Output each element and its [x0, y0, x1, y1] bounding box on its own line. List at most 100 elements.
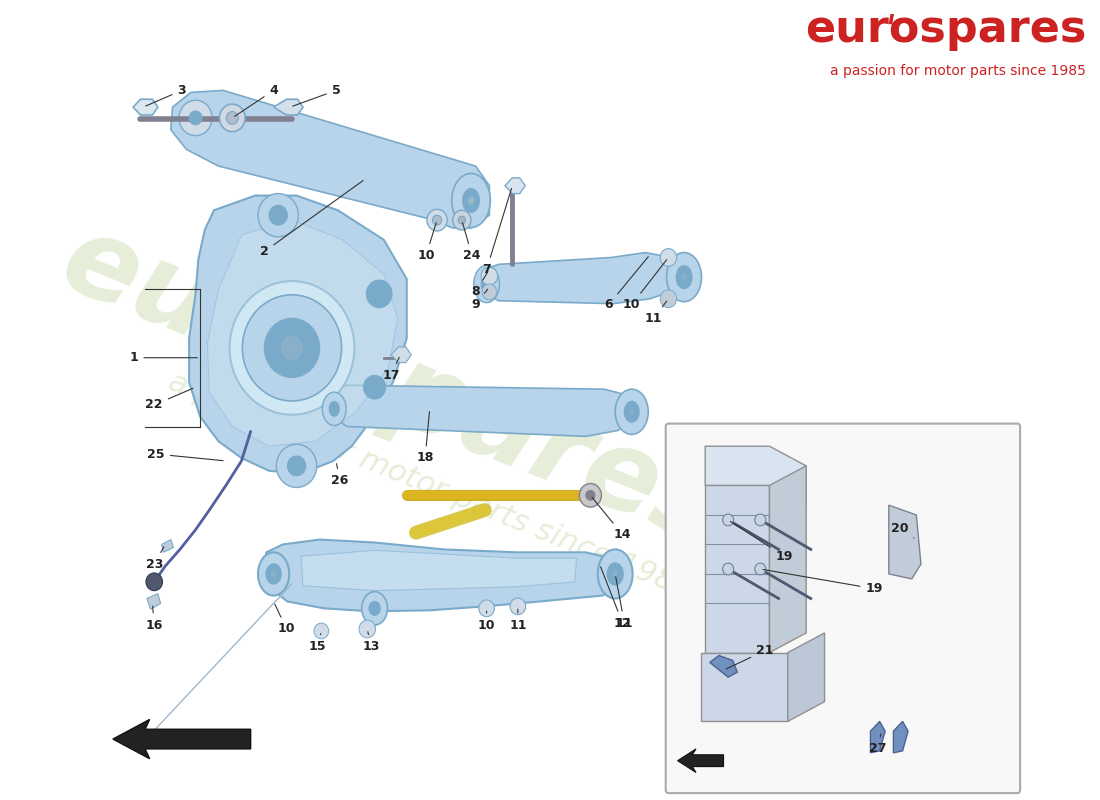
Ellipse shape: [219, 104, 245, 132]
Text: 23: 23: [145, 547, 164, 570]
Text: a passion for motor parts since 1985: a passion for motor parts since 1985: [830, 64, 1086, 78]
Ellipse shape: [362, 592, 387, 625]
Ellipse shape: [474, 266, 499, 302]
Polygon shape: [701, 653, 788, 722]
Circle shape: [230, 281, 354, 414]
Text: 19: 19: [763, 570, 883, 595]
Ellipse shape: [660, 249, 676, 266]
Polygon shape: [505, 178, 525, 194]
Text: 1: 1: [130, 351, 197, 364]
Ellipse shape: [597, 550, 632, 598]
Polygon shape: [147, 594, 161, 610]
Ellipse shape: [258, 552, 289, 595]
Text: eurospares: eurospares: [805, 8, 1086, 51]
Circle shape: [482, 284, 497, 300]
Ellipse shape: [227, 111, 239, 124]
Text: 24: 24: [463, 223, 481, 262]
Ellipse shape: [453, 210, 471, 230]
Ellipse shape: [625, 402, 639, 422]
Text: 13: 13: [362, 632, 380, 653]
Ellipse shape: [427, 210, 447, 231]
Circle shape: [258, 194, 298, 237]
Polygon shape: [788, 633, 825, 722]
Polygon shape: [710, 655, 737, 677]
Ellipse shape: [468, 195, 475, 206]
Text: 11: 11: [645, 301, 667, 325]
Text: 12: 12: [601, 566, 631, 630]
Polygon shape: [893, 722, 909, 753]
Circle shape: [242, 295, 342, 401]
Polygon shape: [301, 550, 576, 590]
Text: 10: 10: [417, 222, 437, 262]
Ellipse shape: [676, 266, 692, 289]
Text: 17: 17: [383, 358, 400, 382]
Ellipse shape: [629, 408, 635, 416]
Circle shape: [755, 514, 766, 526]
Polygon shape: [870, 722, 886, 753]
Ellipse shape: [322, 392, 346, 426]
Ellipse shape: [681, 273, 688, 282]
Circle shape: [179, 100, 212, 136]
Circle shape: [314, 623, 329, 639]
Circle shape: [366, 280, 392, 308]
Circle shape: [359, 620, 375, 638]
Text: 9: 9: [471, 289, 487, 311]
Text: 19: 19: [730, 522, 793, 562]
Circle shape: [264, 318, 319, 378]
Polygon shape: [889, 505, 921, 579]
Polygon shape: [133, 99, 158, 115]
Text: 4: 4: [234, 84, 278, 116]
Text: 6: 6: [604, 257, 648, 311]
Circle shape: [723, 563, 734, 575]
Text: 8: 8: [471, 272, 488, 298]
Ellipse shape: [607, 563, 623, 585]
Polygon shape: [170, 90, 490, 228]
Ellipse shape: [266, 564, 280, 584]
Circle shape: [580, 483, 602, 507]
Text: 26: 26: [331, 464, 349, 487]
Text: 20: 20: [891, 522, 914, 538]
Ellipse shape: [271, 570, 277, 578]
Polygon shape: [392, 347, 411, 362]
FancyBboxPatch shape: [666, 423, 1020, 793]
Circle shape: [755, 563, 766, 575]
Text: eurospares: eurospares: [47, 206, 739, 568]
Ellipse shape: [615, 389, 648, 434]
Ellipse shape: [481, 276, 492, 292]
Text: 7: 7: [482, 188, 512, 276]
Circle shape: [189, 111, 202, 125]
Polygon shape: [678, 749, 724, 773]
Circle shape: [287, 456, 306, 476]
Ellipse shape: [478, 600, 494, 617]
Polygon shape: [113, 719, 251, 758]
Text: a passion for motor parts since 1985: a passion for motor parts since 1985: [164, 366, 696, 604]
Circle shape: [586, 490, 595, 500]
Polygon shape: [208, 220, 397, 446]
Ellipse shape: [329, 402, 339, 416]
Text: 2: 2: [260, 181, 363, 258]
Circle shape: [481, 267, 497, 285]
Ellipse shape: [510, 598, 526, 614]
Text: 10: 10: [477, 611, 495, 631]
Circle shape: [270, 206, 287, 225]
Circle shape: [723, 514, 734, 526]
Polygon shape: [330, 386, 638, 436]
Text: 15: 15: [309, 634, 327, 653]
Polygon shape: [162, 539, 174, 552]
Text: 21: 21: [726, 644, 773, 669]
Circle shape: [280, 335, 304, 361]
Text: 16: 16: [145, 606, 163, 631]
Ellipse shape: [612, 570, 618, 578]
Text: 22: 22: [145, 388, 192, 411]
Text: 18: 18: [417, 412, 433, 465]
Polygon shape: [189, 195, 407, 474]
Text: 14: 14: [592, 498, 631, 541]
Ellipse shape: [370, 602, 381, 615]
Text: 10: 10: [623, 260, 667, 311]
Polygon shape: [705, 446, 806, 505]
Text: 11: 11: [616, 577, 634, 630]
Polygon shape: [769, 466, 806, 653]
Ellipse shape: [463, 189, 480, 212]
Polygon shape: [274, 99, 302, 115]
Ellipse shape: [660, 290, 676, 308]
